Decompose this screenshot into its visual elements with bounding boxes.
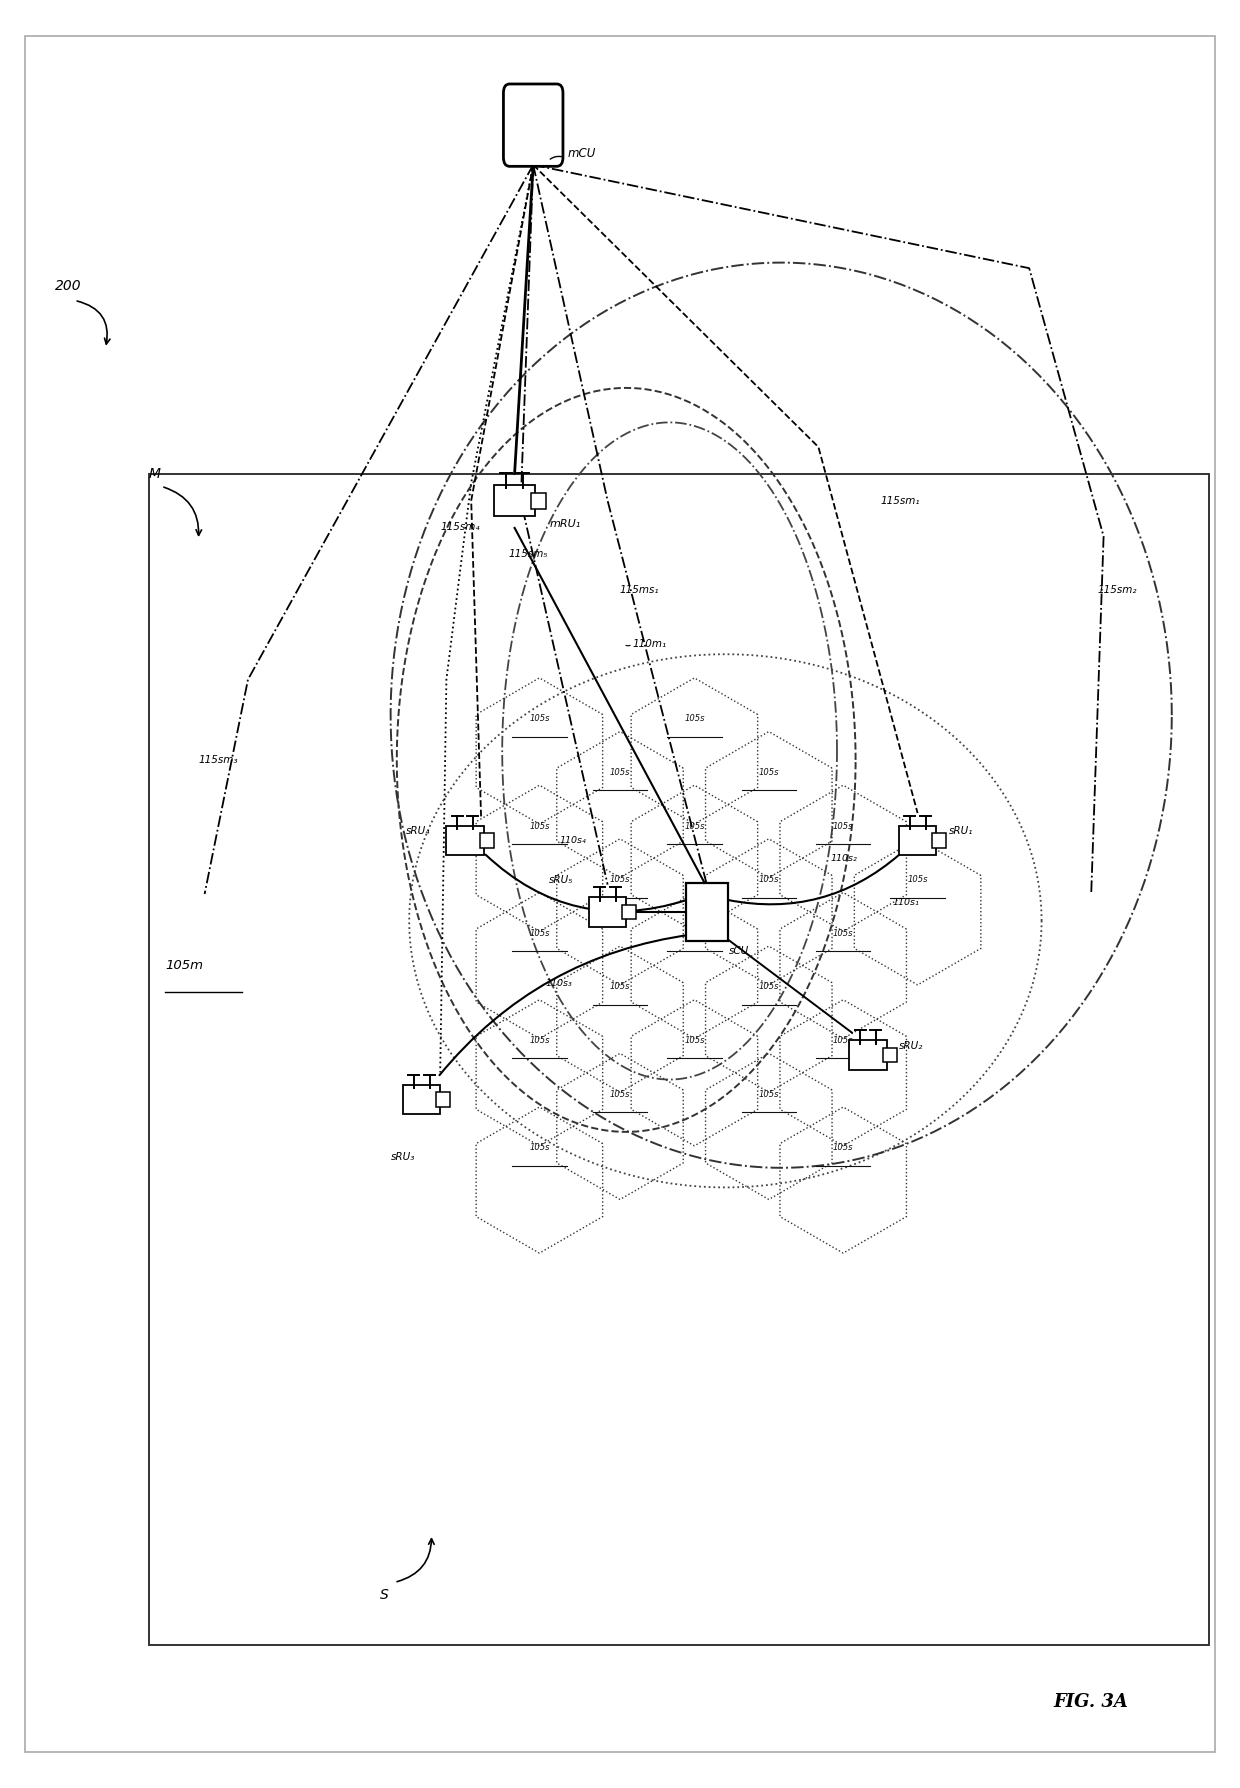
FancyBboxPatch shape bbox=[932, 833, 946, 848]
Text: 110s₁: 110s₁ bbox=[893, 898, 920, 908]
FancyBboxPatch shape bbox=[436, 1092, 450, 1107]
Text: 105s: 105s bbox=[610, 767, 630, 778]
FancyBboxPatch shape bbox=[589, 898, 626, 926]
Text: mRU₁: mRU₁ bbox=[549, 519, 580, 529]
Text: 105s: 105s bbox=[529, 928, 549, 939]
Text: 115sm₁: 115sm₁ bbox=[880, 495, 920, 506]
Text: 105s: 105s bbox=[759, 982, 779, 992]
Text: 105s: 105s bbox=[684, 928, 704, 939]
Text: 105s: 105s bbox=[833, 1143, 853, 1153]
Text: 105s: 105s bbox=[684, 1035, 704, 1046]
Text: 105s: 105s bbox=[529, 713, 549, 724]
Text: 105s: 105s bbox=[529, 1143, 549, 1153]
Text: 105s: 105s bbox=[529, 1035, 549, 1046]
Text: 105s: 105s bbox=[529, 821, 549, 831]
FancyBboxPatch shape bbox=[622, 905, 636, 919]
Text: 115sm₃: 115sm₃ bbox=[198, 755, 238, 765]
Text: 110m₁: 110m₁ bbox=[632, 638, 667, 649]
Text: 115ms₁: 115ms₁ bbox=[620, 585, 660, 595]
Text: sRU₁: sRU₁ bbox=[949, 826, 973, 837]
Text: 105s: 105s bbox=[610, 982, 630, 992]
FancyBboxPatch shape bbox=[686, 883, 728, 940]
Text: 105s: 105s bbox=[908, 874, 928, 885]
Text: sRU₃: sRU₃ bbox=[391, 1151, 415, 1162]
Text: 105m: 105m bbox=[165, 958, 203, 973]
FancyBboxPatch shape bbox=[883, 1048, 897, 1062]
FancyBboxPatch shape bbox=[503, 84, 563, 166]
Text: 110s₄: 110s₄ bbox=[559, 835, 587, 846]
Text: 110s₂: 110s₂ bbox=[831, 853, 858, 864]
Text: 105s: 105s bbox=[759, 767, 779, 778]
Text: 105s: 105s bbox=[610, 874, 630, 885]
Text: 105s: 105s bbox=[833, 1035, 853, 1046]
Text: 105s: 105s bbox=[759, 874, 779, 885]
Text: 115sm₂: 115sm₂ bbox=[1097, 585, 1137, 595]
Text: M: M bbox=[149, 467, 161, 481]
FancyBboxPatch shape bbox=[899, 826, 936, 855]
FancyBboxPatch shape bbox=[495, 485, 534, 517]
Text: 105s: 105s bbox=[833, 821, 853, 831]
Text: 105s: 105s bbox=[833, 928, 853, 939]
FancyBboxPatch shape bbox=[480, 833, 494, 848]
Text: 105s: 105s bbox=[684, 713, 704, 724]
Text: 110s₃: 110s₃ bbox=[546, 978, 573, 989]
Text: sRU₂: sRU₂ bbox=[899, 1041, 924, 1051]
Text: FIG. 3A: FIG. 3A bbox=[1054, 1693, 1128, 1711]
Text: mCU: mCU bbox=[568, 147, 596, 159]
Text: sCU: sCU bbox=[729, 946, 749, 957]
FancyBboxPatch shape bbox=[403, 1085, 440, 1114]
Text: sRU₄: sRU₄ bbox=[405, 826, 430, 837]
Text: 105s: 105s bbox=[684, 821, 704, 831]
FancyBboxPatch shape bbox=[531, 493, 546, 508]
Text: 105s: 105s bbox=[610, 1089, 630, 1100]
Text: sRU₅: sRU₅ bbox=[548, 874, 573, 885]
Text: S: S bbox=[379, 1588, 389, 1602]
Text: 115sm₅: 115sm₅ bbox=[508, 549, 548, 560]
Text: 200: 200 bbox=[55, 279, 82, 293]
Text: 115sm₄: 115sm₄ bbox=[440, 522, 480, 533]
Text: 105s: 105s bbox=[759, 1089, 779, 1100]
FancyBboxPatch shape bbox=[849, 1041, 887, 1069]
FancyBboxPatch shape bbox=[446, 826, 484, 855]
